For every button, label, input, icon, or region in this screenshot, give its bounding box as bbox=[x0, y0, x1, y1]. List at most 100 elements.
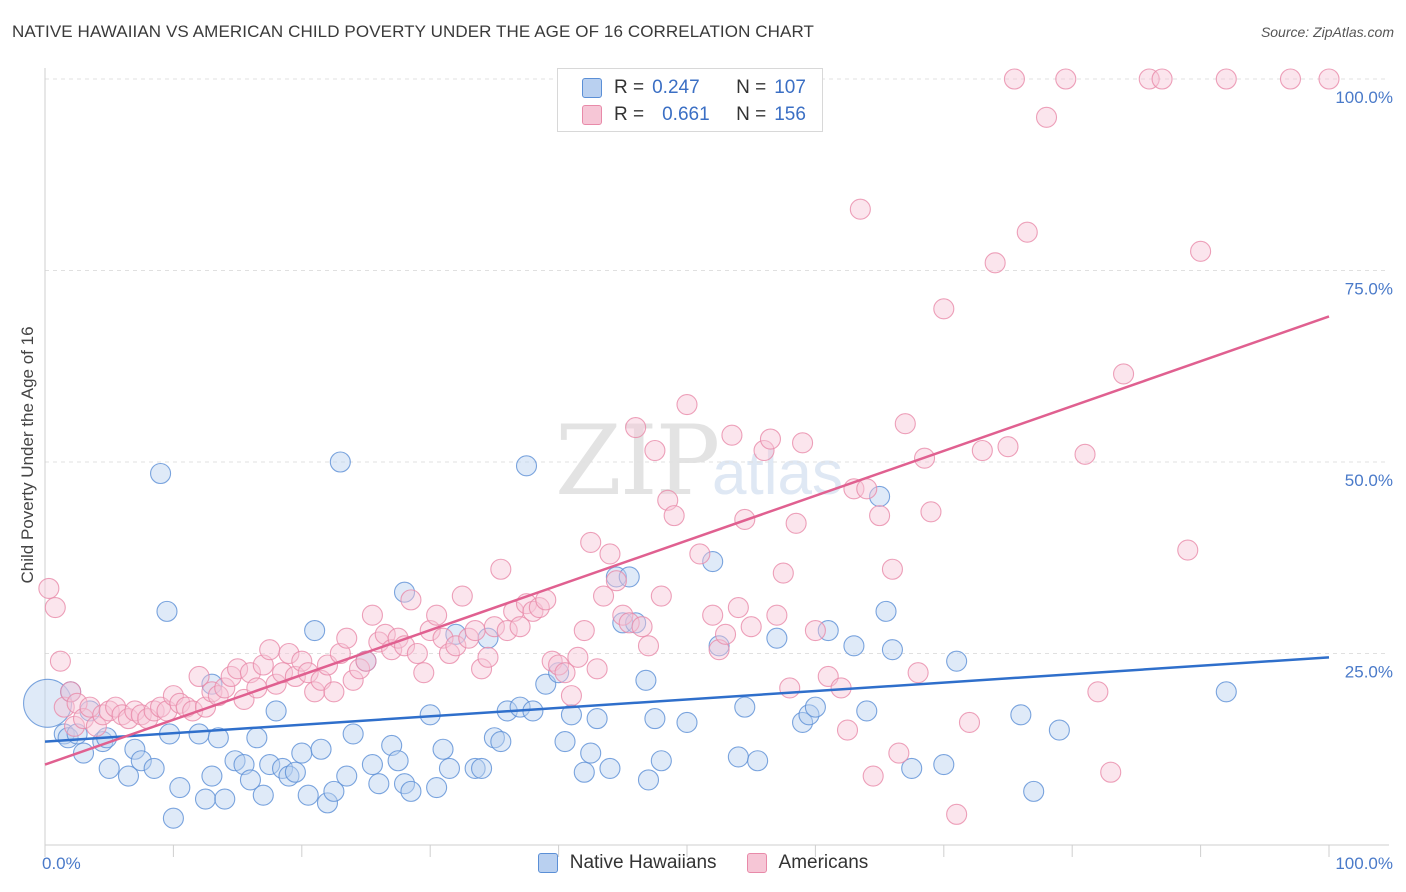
legend-label: Native Hawaiians bbox=[569, 852, 717, 873]
data-point bbox=[958, 711, 981, 733]
data-point bbox=[1215, 68, 1237, 90]
data-point bbox=[143, 700, 165, 722]
data-point bbox=[278, 642, 300, 665]
data-point bbox=[586, 658, 608, 680]
data-point bbox=[201, 673, 223, 695]
data-point bbox=[792, 432, 814, 454]
data-point bbox=[1151, 68, 1173, 90]
legend-n-label: N = bbox=[736, 77, 767, 98]
data-point bbox=[817, 619, 839, 642]
data-point bbox=[984, 252, 1006, 274]
data-point bbox=[490, 558, 512, 580]
data-point bbox=[637, 769, 660, 791]
source-credit: Source: ZipAtlas.com bbox=[1260, 24, 1394, 40]
data-point bbox=[644, 708, 666, 730]
legend-n-value: 107 bbox=[774, 77, 806, 98]
data-point bbox=[869, 485, 891, 508]
data-point bbox=[162, 807, 184, 829]
data-point bbox=[387, 750, 409, 772]
data-point bbox=[310, 738, 332, 760]
data-point bbox=[490, 731, 512, 753]
data-point bbox=[734, 696, 756, 718]
y-tick-label: 50.0% bbox=[1345, 471, 1393, 490]
data-point bbox=[188, 665, 210, 688]
data-point bbox=[471, 757, 493, 779]
data-point bbox=[98, 700, 120, 722]
data-point bbox=[304, 681, 326, 703]
data-point bbox=[1010, 704, 1032, 726]
data-point bbox=[1016, 221, 1038, 243]
legend-label: Americans bbox=[778, 852, 869, 873]
data-point bbox=[599, 543, 621, 565]
data-point bbox=[432, 738, 454, 760]
data-point bbox=[747, 750, 769, 772]
data-point bbox=[862, 765, 884, 787]
axes bbox=[44, 68, 1389, 857]
data-point bbox=[881, 639, 903, 661]
data-point bbox=[721, 424, 743, 446]
data-point bbox=[727, 746, 749, 768]
data-point bbox=[291, 650, 313, 672]
data-point bbox=[323, 780, 345, 802]
data-point bbox=[1074, 443, 1096, 465]
data-point bbox=[304, 619, 326, 642]
data-point bbox=[201, 681, 223, 703]
legend-item-native-hawaiians[interactable]: Native Hawaiians bbox=[537, 852, 717, 874]
data-point bbox=[644, 439, 666, 462]
data-point bbox=[451, 585, 473, 607]
data-point bbox=[124, 738, 146, 760]
data-point bbox=[406, 642, 428, 665]
data-point bbox=[618, 566, 640, 588]
data-point bbox=[605, 570, 627, 592]
data-point bbox=[400, 589, 422, 611]
data-point bbox=[361, 604, 383, 626]
data-point bbox=[63, 715, 86, 737]
data-point bbox=[573, 761, 595, 783]
data-point bbox=[400, 780, 422, 802]
data-point bbox=[933, 298, 955, 320]
data-point bbox=[650, 585, 672, 607]
data-point bbox=[413, 662, 435, 684]
series-americans bbox=[38, 68, 1340, 825]
watermark-atlas: atlas bbox=[712, 439, 843, 508]
data-point bbox=[618, 612, 640, 634]
legend-swatch-pink bbox=[582, 105, 602, 125]
data-point bbox=[592, 585, 615, 607]
data-point bbox=[907, 662, 929, 684]
data-point bbox=[869, 505, 891, 527]
tick-labels: 100.0% 75.0% 50.0% 25.0% 0.0% 100.0% bbox=[42, 88, 1393, 873]
data-point bbox=[727, 596, 749, 619]
data-point bbox=[766, 604, 788, 626]
data-point bbox=[509, 616, 531, 638]
data-point bbox=[284, 761, 306, 783]
data-point bbox=[60, 681, 82, 703]
data-point bbox=[323, 681, 345, 703]
data-point bbox=[560, 704, 582, 726]
data-point bbox=[586, 708, 608, 730]
data-point bbox=[1100, 761, 1122, 783]
data-point bbox=[548, 662, 570, 684]
data-point bbox=[1087, 681, 1109, 703]
data-point bbox=[464, 619, 486, 642]
data-point bbox=[637, 635, 660, 657]
legend-item-americans[interactable]: Americans bbox=[746, 852, 869, 874]
data-point bbox=[438, 757, 461, 779]
data-point bbox=[997, 436, 1019, 458]
data-point bbox=[759, 428, 782, 450]
data-point bbox=[804, 619, 826, 642]
data-point bbox=[881, 558, 903, 580]
legend-swatch-pink bbox=[746, 853, 767, 873]
data-point bbox=[49, 650, 71, 672]
data-point bbox=[336, 765, 358, 787]
data-point bbox=[239, 769, 261, 791]
legend-n-value: 156 bbox=[774, 104, 806, 125]
data-point bbox=[836, 719, 859, 741]
data-point bbox=[515, 455, 538, 477]
data-point bbox=[849, 198, 871, 220]
series-native-hawaiians bbox=[23, 451, 1237, 829]
data-point bbox=[804, 696, 826, 718]
data-point bbox=[130, 750, 152, 772]
y-axis-label: Child Poverty Under the Age of 16 bbox=[18, 326, 37, 583]
data-point bbox=[1023, 780, 1045, 802]
data-point bbox=[278, 765, 300, 787]
